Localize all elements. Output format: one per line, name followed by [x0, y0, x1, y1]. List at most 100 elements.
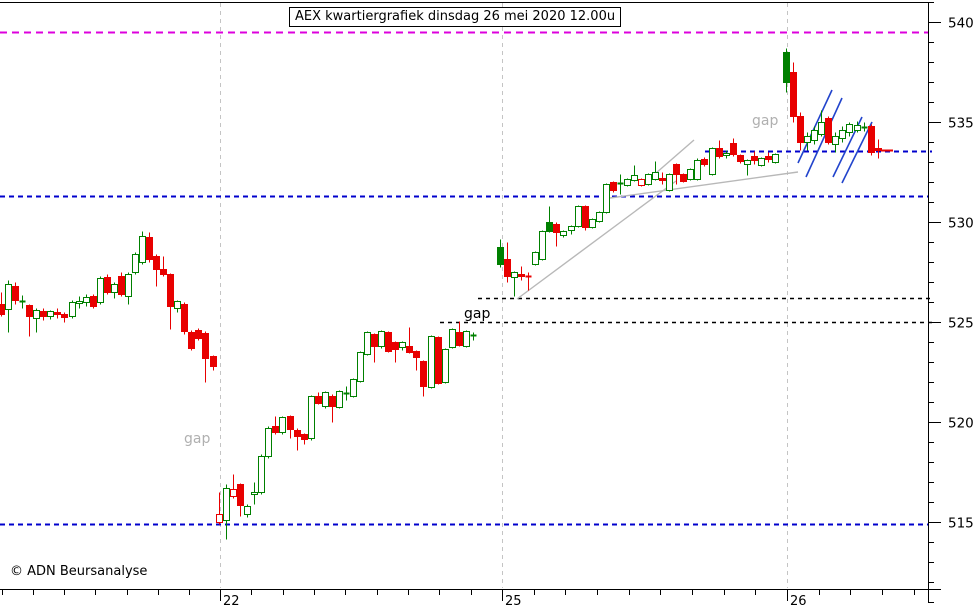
candle [125, 272, 132, 305]
candle [413, 350, 420, 371]
candle [659, 172, 666, 185]
candle-body [301, 434, 308, 440]
candle [825, 116, 832, 145]
candle-body [709, 148, 716, 175]
candle [378, 330, 385, 349]
gap-labels: gap gap gap [184, 113, 778, 447]
candle [772, 153, 779, 164]
y-tick-label: 530 [948, 216, 974, 232]
candle-body [610, 182, 617, 191]
candle [5, 280, 12, 333]
candle-body [553, 224, 560, 233]
candle-body [575, 206, 582, 227]
trendline-gray [609, 171, 799, 199]
candle [33, 308, 40, 333]
candle [875, 139, 882, 159]
candle [118, 272, 125, 297]
candle [435, 336, 442, 385]
candle [687, 168, 694, 181]
candle [308, 395, 315, 441]
copyright: © ADN Beursanalyse [10, 564, 148, 579]
candle [237, 483, 244, 517]
candle [202, 331, 209, 383]
candle-body [160, 269, 167, 275]
candle-body [251, 492, 258, 495]
candle [744, 159, 751, 176]
candle [399, 341, 406, 351]
candle [504, 242, 511, 283]
candle [294, 428, 301, 451]
candle [716, 140, 723, 159]
candle [511, 271, 518, 297]
candle [167, 273, 174, 330]
candle [839, 126, 846, 143]
candle [765, 152, 772, 163]
candle [47, 310, 54, 320]
candle [195, 328, 202, 341]
candle-body [518, 274, 525, 277]
candle [139, 231, 146, 265]
candle [652, 161, 659, 181]
candle [90, 294, 97, 309]
candle-body [315, 396, 322, 404]
candle [673, 163, 680, 185]
candle-body [694, 160, 701, 180]
candle [371, 333, 378, 363]
candle-body [797, 116, 804, 143]
candle-body [33, 310, 40, 319]
candle-body [765, 156, 772, 160]
candle-body [125, 274, 132, 297]
candle [97, 276, 104, 305]
candle [385, 331, 392, 353]
candle [525, 272, 532, 291]
candle-body [645, 174, 652, 185]
candle-body [111, 284, 118, 293]
candles-day-25 [497, 138, 779, 297]
candle-body [329, 396, 336, 407]
candle-body [47, 311, 54, 317]
candle-body [758, 158, 765, 166]
candle-body [0, 304, 5, 315]
candle [546, 206, 553, 233]
candle [40, 308, 47, 321]
candle [160, 256, 167, 277]
candle-body [413, 351, 420, 358]
chart-title-text: AEX kwartiergrafiek dinsdag 26 mei 2020 … [295, 9, 616, 24]
candle-body [846, 124, 853, 133]
candle-body [364, 332, 371, 355]
candles-day-26 [783, 48, 882, 159]
candle [258, 454, 265, 495]
candle-body [463, 331, 470, 347]
y-axis-ticks: 515 520 525 530 535 540 [928, 2, 974, 603]
candle [216, 492, 223, 525]
candle-body [385, 332, 392, 352]
candle [575, 205, 582, 228]
candle-body [61, 314, 68, 318]
candle [442, 348, 449, 384]
candle-body [181, 304, 188, 332]
candle [230, 474, 237, 499]
candle-body [258, 456, 265, 493]
candle [244, 504, 251, 518]
candle-body [12, 286, 19, 301]
candle-body [631, 175, 638, 181]
candle-body [244, 506, 251, 515]
candle [420, 360, 427, 397]
candle-body [428, 336, 435, 388]
candle [153, 254, 160, 287]
candle-body [839, 130, 846, 139]
candle [449, 328, 456, 349]
candle-body [546, 222, 553, 232]
candle [617, 174, 624, 195]
candle [54, 308, 61, 319]
candle-body [790, 72, 797, 117]
candle [818, 110, 825, 137]
candle [104, 274, 111, 295]
candle [645, 173, 652, 186]
candle [343, 386, 350, 401]
candle-body [420, 361, 427, 387]
candle [783, 48, 790, 93]
candle [723, 150, 730, 159]
candle-body [497, 247, 504, 265]
candle [188, 330, 195, 351]
